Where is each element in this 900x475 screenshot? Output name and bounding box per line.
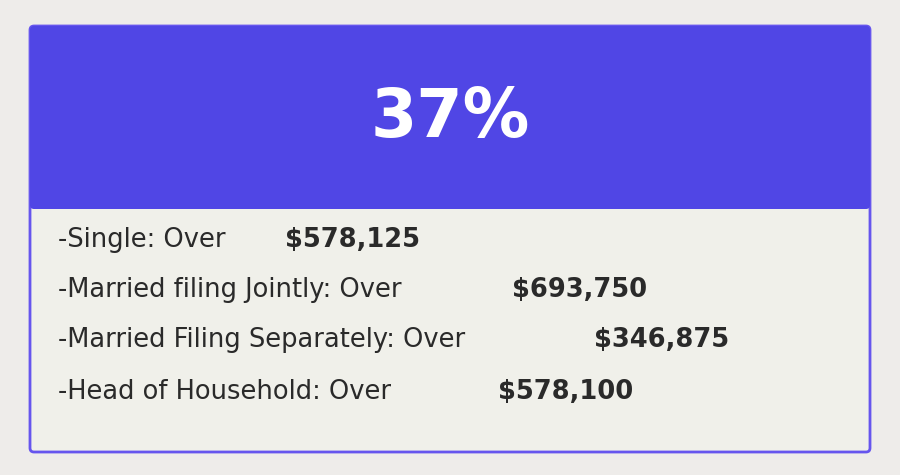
Text: -Head of Household: Over: -Head of Household: Over — [58, 379, 400, 405]
Text: $578,125: $578,125 — [284, 227, 419, 253]
FancyBboxPatch shape — [30, 26, 870, 209]
Text: 37%: 37% — [370, 85, 530, 151]
Text: $578,100: $578,100 — [499, 379, 634, 405]
Text: $346,875: $346,875 — [594, 327, 729, 353]
Bar — [34, 161, 866, 205]
Text: -Married Filing Separately: Over: -Married Filing Separately: Over — [58, 327, 473, 353]
Text: -Single: Over: -Single: Over — [58, 227, 234, 253]
Text: -Married filing Jointly: Over: -Married filing Jointly: Over — [58, 277, 410, 303]
FancyBboxPatch shape — [30, 26, 870, 452]
Text: $693,750: $693,750 — [512, 277, 647, 303]
